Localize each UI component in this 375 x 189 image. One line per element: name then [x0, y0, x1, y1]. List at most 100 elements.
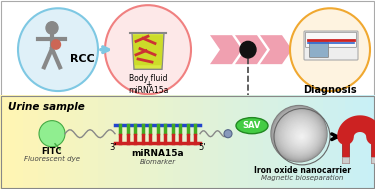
Text: RCC: RCC	[70, 54, 95, 64]
Text: 3': 3'	[109, 143, 117, 152]
Circle shape	[46, 22, 58, 34]
Circle shape	[292, 127, 310, 145]
Circle shape	[282, 117, 318, 153]
Text: Magnetic bioseparation: Magnetic bioseparation	[261, 175, 343, 181]
Bar	[342, 157, 349, 163]
Bar	[112, 94, 121, 189]
Bar	[322, 94, 331, 189]
Circle shape	[291, 126, 311, 146]
Bar	[82, 94, 91, 189]
Circle shape	[296, 130, 307, 142]
Circle shape	[39, 121, 65, 147]
Bar	[292, 94, 301, 189]
FancyBboxPatch shape	[304, 31, 358, 60]
Text: Fluorescent dye: Fluorescent dye	[24, 156, 80, 162]
Bar	[60, 94, 69, 189]
Bar	[68, 94, 76, 189]
Circle shape	[284, 119, 316, 151]
Circle shape	[271, 106, 327, 162]
Bar	[195, 94, 204, 189]
Bar	[38, 94, 46, 189]
Bar	[255, 94, 264, 189]
Bar	[120, 94, 129, 189]
Circle shape	[286, 121, 315, 149]
Bar	[53, 94, 61, 189]
FancyBboxPatch shape	[309, 42, 328, 57]
Circle shape	[298, 132, 306, 140]
Circle shape	[280, 115, 320, 155]
Polygon shape	[235, 35, 267, 64]
Circle shape	[276, 111, 322, 157]
Bar	[360, 94, 369, 189]
Circle shape	[300, 135, 304, 139]
Circle shape	[272, 107, 326, 161]
Bar	[180, 94, 189, 189]
Text: Urine sample: Urine sample	[8, 101, 85, 112]
Bar	[308, 94, 316, 189]
Text: FITC: FITC	[42, 147, 62, 156]
Bar	[232, 94, 241, 189]
Bar	[142, 94, 151, 189]
Circle shape	[294, 129, 308, 143]
Bar	[0, 94, 9, 189]
Bar	[8, 94, 16, 189]
Circle shape	[285, 120, 315, 150]
Bar	[338, 94, 346, 189]
Bar	[300, 94, 309, 189]
Ellipse shape	[236, 118, 268, 134]
Polygon shape	[132, 33, 164, 69]
Bar	[45, 94, 54, 189]
Bar	[105, 94, 114, 189]
Text: Body fluid: Body fluid	[129, 74, 167, 83]
Circle shape	[18, 8, 98, 91]
Bar	[285, 94, 294, 189]
Bar	[150, 94, 159, 189]
Bar	[128, 94, 136, 189]
Circle shape	[279, 113, 321, 156]
Bar	[371, 137, 375, 163]
Bar	[165, 94, 174, 189]
Bar	[248, 94, 256, 189]
Circle shape	[293, 128, 309, 144]
Polygon shape	[133, 35, 163, 65]
Bar	[270, 94, 279, 189]
Bar	[135, 94, 144, 189]
Circle shape	[298, 133, 304, 139]
Bar	[22, 94, 31, 189]
Text: miRNA15a: miRNA15a	[128, 86, 168, 95]
Circle shape	[273, 108, 325, 160]
Bar	[90, 94, 99, 189]
Circle shape	[283, 118, 317, 152]
Bar	[225, 94, 234, 189]
Bar	[352, 94, 361, 189]
Bar	[30, 94, 39, 189]
Text: Biomarker: Biomarker	[140, 159, 176, 165]
Polygon shape	[260, 35, 292, 64]
Bar	[188, 94, 196, 189]
Bar	[202, 94, 211, 189]
FancyBboxPatch shape	[306, 32, 357, 47]
Bar	[278, 94, 286, 189]
Circle shape	[281, 116, 319, 154]
Text: SAV: SAV	[243, 121, 261, 130]
Circle shape	[278, 112, 322, 156]
Bar	[262, 94, 271, 189]
Circle shape	[224, 130, 232, 138]
Circle shape	[275, 110, 323, 158]
Circle shape	[290, 125, 312, 147]
Circle shape	[289, 123, 313, 147]
Text: +: +	[145, 80, 151, 89]
Bar	[368, 94, 375, 189]
Bar	[342, 137, 349, 163]
Circle shape	[301, 136, 303, 138]
Circle shape	[240, 41, 256, 58]
Bar	[210, 94, 219, 189]
Circle shape	[288, 122, 314, 148]
Text: 5': 5'	[198, 143, 206, 152]
Bar	[345, 94, 354, 189]
Bar	[15, 94, 24, 189]
Bar	[240, 94, 249, 189]
Bar	[371, 157, 375, 163]
Bar	[330, 94, 339, 189]
Circle shape	[105, 5, 191, 94]
